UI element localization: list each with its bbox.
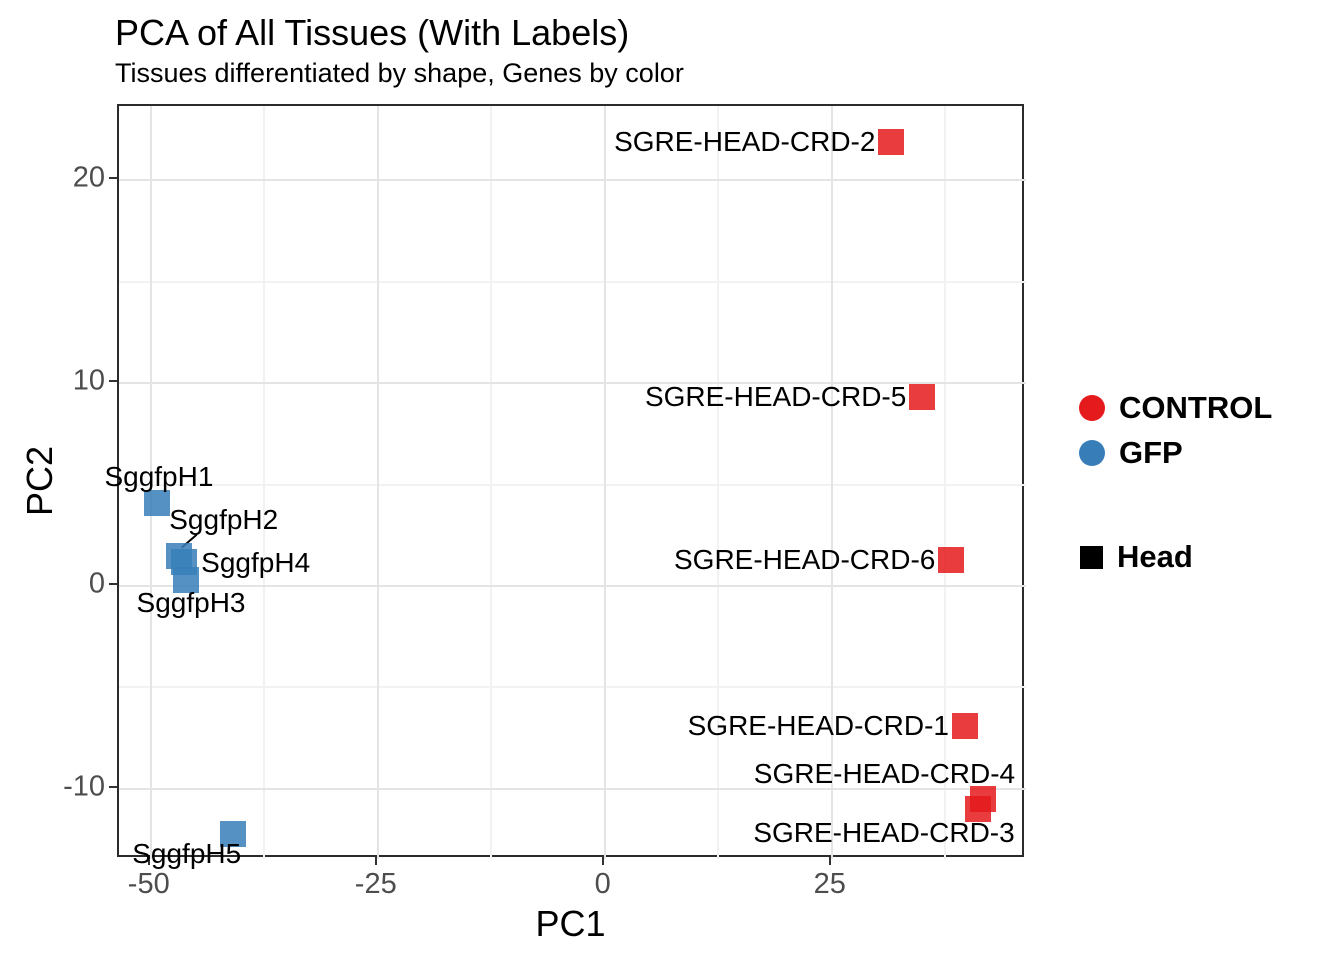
y-tick-label: 10	[72, 364, 105, 397]
y-tick-label: 0	[88, 567, 105, 600]
x-tick-mark	[601, 857, 604, 865]
gridline-x-minor	[490, 106, 493, 859]
data-point-square	[143, 489, 170, 516]
chart-title: PCA of All Tissues (With Labels)	[115, 12, 630, 53]
x-tick-label: -50	[127, 868, 170, 900]
gridline-y-minor	[119, 280, 1026, 283]
legend-label: Head	[1117, 539, 1193, 574]
data-point-label: SGRE-HEAD-CRD-2	[614, 125, 876, 157]
data-point-square	[878, 128, 905, 155]
gridline-y-major	[119, 585, 1026, 587]
x-tick-label: 25	[813, 868, 846, 900]
y-tick-mark	[109, 177, 117, 180]
data-point-label: SggfpH5	[132, 837, 242, 869]
y-tick-mark	[109, 583, 117, 585]
data-point-label: SGRE-HEAD-CRD-3	[753, 817, 1015, 849]
legend-label: GFP	[1119, 435, 1183, 470]
data-point-square	[970, 786, 997, 813]
data-point-label: SGRE-HEAD-CRD-5	[644, 381, 907, 413]
legend-entry-gfp: GFP	[1079, 430, 1183, 476]
data-point-square	[909, 384, 936, 411]
x-tick-label: 0	[594, 868, 611, 900]
y-axis-title: PC2	[19, 445, 60, 516]
legend-label: CONTROL	[1119, 390, 1273, 425]
gridline-x-minor	[263, 106, 266, 859]
data-point-square	[220, 820, 247, 847]
legend-entry-head: Head	[1080, 534, 1193, 580]
chart-subtitle: Tissues differentiated by shape, Genes b…	[115, 58, 684, 88]
data-point-label: SggfpH4	[201, 546, 311, 578]
x-tick-label: -25	[354, 868, 397, 900]
gridline-x-major	[603, 106, 606, 859]
y-tick-mark	[109, 380, 117, 383]
gridline-y-minor	[119, 483, 1026, 486]
data-point-label: SGRE-HEAD-CRD-4	[753, 758, 1016, 790]
data-point-label: SGRE-HEAD-CRD-6	[674, 543, 936, 575]
gridline-x-major	[830, 106, 833, 859]
gridline-y-major	[119, 382, 1026, 385]
legend-entry-control: CONTROL	[1079, 385, 1272, 431]
plot-panel	[117, 104, 1026, 859]
gridline-x-major	[149, 106, 152, 859]
y-tick-label: -10	[63, 770, 105, 803]
data-point-square	[951, 713, 978, 740]
data-point-square	[171, 548, 198, 575]
gridline-y-major	[119, 179, 1026, 182]
legend-color-swatch	[1079, 395, 1105, 421]
gridline-x-minor	[717, 106, 720, 859]
y-tick-label: 20	[72, 161, 105, 194]
gridline-x-major	[376, 106, 379, 859]
data-point-square	[938, 546, 965, 573]
x-tick-mark	[828, 857, 831, 865]
data-point-label: SggfpH2	[169, 503, 279, 535]
gridline-y-major	[119, 787, 1026, 790]
gridline-x-minor	[944, 106, 947, 859]
legend-color-swatch	[1079, 440, 1105, 466]
data-point-label: SggfpH1	[104, 460, 214, 492]
x-axis-title: PC1	[535, 903, 606, 944]
gridline-y-minor	[119, 686, 1026, 689]
legend-shape-swatch	[1080, 545, 1103, 569]
x-tick-mark	[374, 857, 377, 865]
data-point-label: SGRE-HEAD-CRD-1	[687, 710, 949, 742]
data-point-label: SggfpH3	[136, 586, 246, 618]
x-tick-mark	[147, 857, 150, 865]
y-tick-mark	[109, 785, 117, 788]
